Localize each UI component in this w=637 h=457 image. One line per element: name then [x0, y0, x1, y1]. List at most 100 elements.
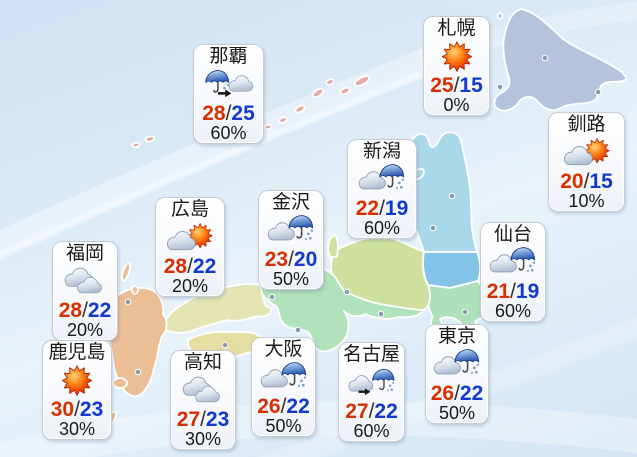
temperature-range: 25/15 [424, 75, 489, 96]
temp-separator: / [280, 395, 287, 418]
forecast-card-sapporo: 札幌 25/15 0% [423, 16, 490, 116]
sunny-icon [43, 364, 111, 399]
cloudy-icon [53, 265, 117, 300]
high-temp: 30 [50, 398, 75, 421]
cloudy-then-rain-icon [348, 163, 416, 198]
precipitation-probability: 60% [494, 301, 532, 321]
temperature-range: 30/23 [43, 399, 111, 420]
cloudy-then-rain-icon [259, 214, 323, 249]
precipitation-probability: 20% [66, 320, 104, 340]
high-temp: 20 [560, 170, 584, 193]
city-name: 札幌 [437, 18, 476, 39]
high-temp: 26 [257, 395, 281, 418]
forecast-card-tokyo: 東京 26/22 50% [425, 324, 489, 424]
forecast-card-nagoya: 名古屋 27/22 60% [338, 342, 405, 442]
temp-separator: / [454, 382, 460, 405]
forecast-card-fukuoka: 福岡 28/22 20% [52, 241, 118, 341]
low-temp: 20 [293, 248, 318, 271]
city-name: 広島 [170, 199, 209, 220]
temperature-range: 26/22 [252, 396, 315, 417]
forecast-card-kanazawa: 金沢 23/20 50% [258, 190, 324, 290]
region-hokkaido-islet [496, 12, 504, 20]
low-temp: 22 [192, 255, 217, 278]
high-temp: 25 [430, 74, 454, 97]
high-temp: 27 [176, 408, 201, 431]
precipitation-probability: 50% [438, 403, 476, 423]
forecast-card-sendai: 仙台 21/19 60% [480, 222, 546, 322]
high-temp: 26 [430, 382, 455, 405]
temperature-range: 28/22 [53, 300, 117, 321]
precipitation-probability: 60% [210, 123, 247, 143]
temperature-range: 21/19 [481, 281, 545, 302]
forecast-card-hiroshima: 広島 28/22 20% [155, 197, 225, 297]
city-name: 東京 [437, 326, 476, 347]
temp-separator: / [200, 408, 206, 431]
city-name: 新潟 [362, 141, 401, 162]
temperature-range: 27/23 [171, 409, 235, 430]
precipitation-probability: 60% [363, 218, 401, 238]
low-temp: 22 [459, 382, 484, 405]
high-temp: 22 [355, 197, 380, 220]
city-location-dots [124, 54, 602, 376]
noto-peninsula [327, 234, 339, 258]
high-temp: 28 [202, 102, 226, 125]
temperature-range: 22/19 [348, 198, 416, 219]
cloudy-icon [171, 374, 235, 409]
precipitation-probability: 50% [272, 269, 310, 289]
city-name: 釧路 [567, 114, 606, 135]
cloudy-then-rain-later-icon [339, 366, 404, 401]
rain-then-cloudy-icon [194, 68, 263, 103]
city-name: 名古屋 [342, 344, 400, 365]
temp-separator: / [379, 197, 385, 220]
city-name: 大阪 [264, 339, 303, 360]
forecast-card-osaka: 大阪 26/22 50% [251, 337, 316, 437]
temperature-range: 23/20 [259, 249, 323, 270]
high-temp: 28 [163, 255, 188, 278]
cloudy-then-sunny-icon [549, 136, 624, 171]
forecast-card-niigata: 新潟 22/19 60% [347, 139, 417, 239]
low-temp: 15 [459, 74, 483, 97]
low-temp: 25 [231, 102, 255, 125]
forecast-card-kagoshima: 鹿児島 30/23 30% [42, 340, 112, 440]
low-temp: 22 [286, 395, 310, 418]
city-name: 鹿児島 [48, 342, 106, 363]
temp-separator: / [187, 255, 193, 278]
temp-separator: / [225, 102, 232, 125]
sunny-icon [424, 40, 489, 75]
precipitation-probability: 30% [58, 419, 96, 439]
high-temp: 23 [264, 248, 289, 271]
temperature-range: 28/22 [156, 256, 224, 277]
precipitation-probability: 30% [184, 429, 222, 449]
forecast-card-kushiro: 釧路 20/15 10% [548, 112, 625, 212]
ryukyu-islands [131, 75, 371, 149]
precipitation-probability: 20% [171, 276, 209, 296]
cloudy-then-rain-icon [252, 361, 315, 396]
high-temp: 21 [486, 280, 511, 303]
low-temp: 22 [87, 299, 112, 322]
high-temp: 28 [58, 299, 83, 322]
city-name: 那覇 [209, 46, 248, 67]
forecast-card-kochi: 高知 27/23 30% [170, 350, 236, 450]
city-name: 仙台 [493, 224, 532, 245]
low-temp: 23 [205, 408, 230, 431]
city-name: 福岡 [65, 243, 104, 264]
low-temp: 19 [384, 197, 409, 220]
precipitation-probability: 50% [265, 416, 302, 436]
precipitation-probability: 0% [443, 95, 470, 115]
temp-separator: / [82, 299, 88, 322]
precipitation-probability: 10% [568, 191, 605, 211]
temp-separator: / [583, 170, 590, 193]
temp-separator: / [368, 400, 375, 423]
temp-separator: / [510, 280, 516, 303]
cloudy-then-rain-icon [481, 246, 545, 281]
low-temp: 15 [589, 170, 613, 193]
precipitation-probability: 60% [353, 421, 390, 441]
low-temp: 19 [515, 280, 540, 303]
high-temp: 27 [345, 400, 369, 423]
cloudy-then-rain-icon [426, 348, 488, 383]
temp-separator: / [453, 74, 460, 97]
temp-separator: / [288, 248, 294, 271]
temperature-range: 28/25 [194, 103, 263, 124]
temp-separator: / [74, 398, 80, 421]
